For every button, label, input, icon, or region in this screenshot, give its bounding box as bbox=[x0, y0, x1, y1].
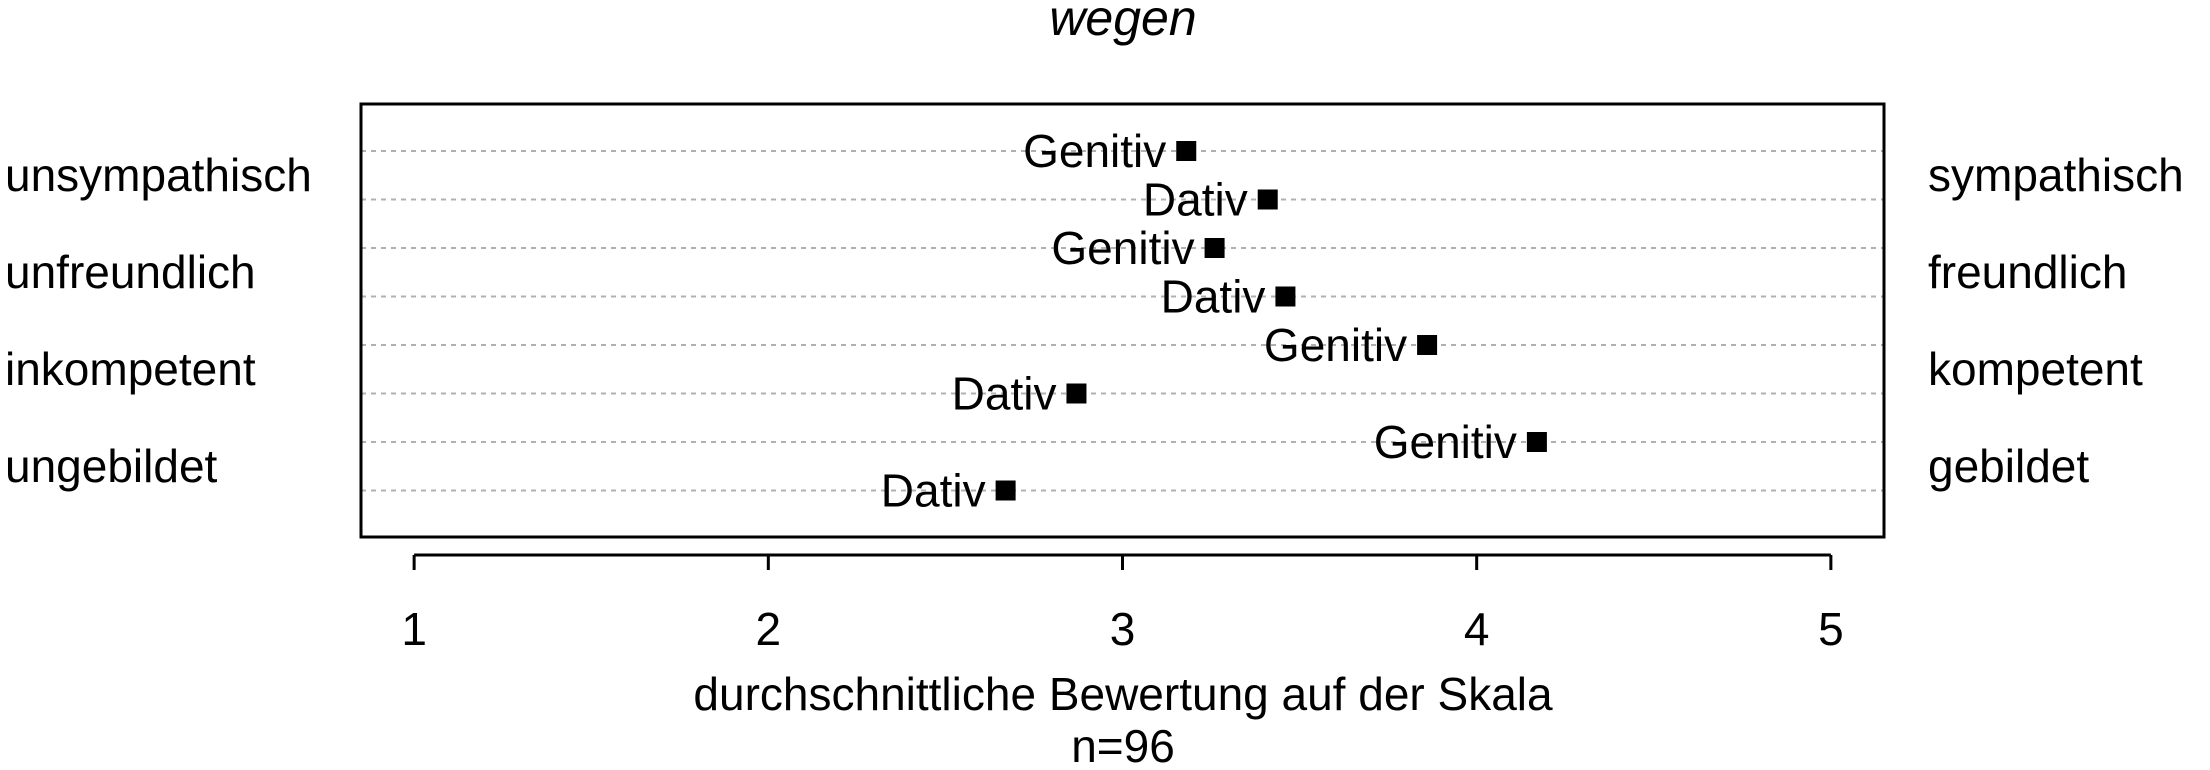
point-label: Genitiv bbox=[1023, 125, 1166, 177]
x-axis: 1 2 3 4 5 bbox=[401, 553, 1844, 655]
scale-label-left: ungebildet bbox=[5, 440, 218, 492]
point-marker bbox=[1204, 238, 1225, 258]
point-label: Dativ bbox=[1161, 271, 1266, 323]
scale-label-left: unfreundlich bbox=[5, 246, 256, 298]
point-label: Dativ bbox=[952, 368, 1057, 420]
scale-label-right: kompetent bbox=[1928, 343, 2143, 395]
point-label: Genitiv bbox=[1264, 319, 1407, 371]
x-axis-label: durchschnittliche Bewertung auf der Skal… bbox=[693, 668, 1553, 720]
point-marker bbox=[1275, 286, 1296, 307]
plot-frame bbox=[359, 102, 1886, 539]
x-tick-label: 3 bbox=[1110, 603, 1136, 655]
x-tick-label: 4 bbox=[1464, 603, 1490, 655]
point-marker bbox=[995, 480, 1016, 501]
chart-title: wegen bbox=[1049, 0, 1196, 46]
point-label: Dativ bbox=[881, 465, 986, 517]
data-points: GenitivDativGenitivDativGenitivDativGeni… bbox=[881, 125, 1547, 517]
point-marker bbox=[1176, 141, 1197, 161]
x-tick-label: 1 bbox=[401, 603, 427, 655]
scale-label-left: unsympathisch bbox=[5, 149, 312, 201]
scale-label-left: inkompetent bbox=[5, 343, 256, 395]
scale-label-right: freundlich bbox=[1928, 246, 2127, 298]
point-label: Genitiv bbox=[1051, 222, 1194, 274]
x-tick-label: 5 bbox=[1818, 603, 1844, 655]
point-marker bbox=[1526, 432, 1547, 452]
point-marker bbox=[1066, 383, 1087, 404]
point-marker bbox=[1257, 189, 1278, 210]
point-marker bbox=[1417, 335, 1438, 355]
sample-size-note: n=96 bbox=[1071, 720, 1175, 770]
x-tick-label: 2 bbox=[756, 603, 782, 655]
point-label: Dativ bbox=[1143, 174, 1248, 226]
point-label: Genitiv bbox=[1374, 416, 1517, 468]
scale-label-right: gebildet bbox=[1928, 440, 2089, 492]
grid-lines bbox=[361, 150, 1884, 492]
scale-labels: unsympathisch sympathisch unfreundlich freu… bbox=[5, 149, 2184, 492]
scale-label-right: sympathisch bbox=[1928, 149, 2184, 201]
